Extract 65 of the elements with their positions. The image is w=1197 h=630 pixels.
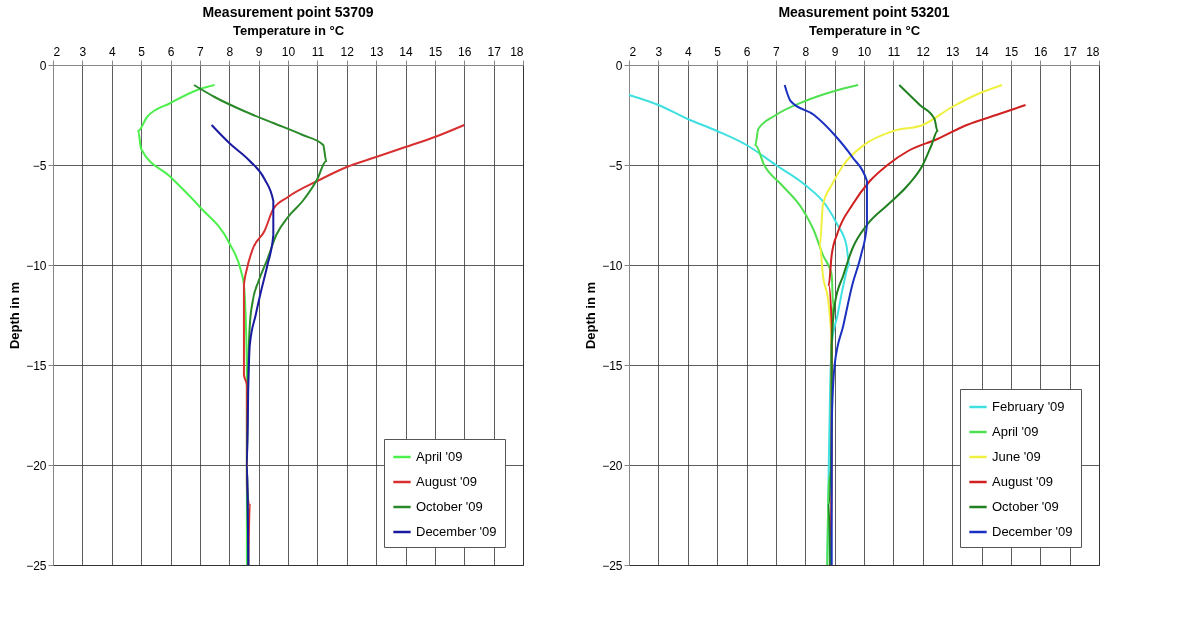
x-tick-label: 17 <box>487 44 502 59</box>
x-tick-label: 11 <box>887 44 901 59</box>
legend-label: August '09 <box>992 474 1054 489</box>
legend-label: October '09 <box>992 499 1059 514</box>
x-tick-label: 16 <box>458 44 472 59</box>
line-series <box>210 124 275 566</box>
x-tick-label: 16 <box>1034 44 1048 59</box>
x-tick-label: 2 <box>629 44 637 59</box>
y-tick-label: 0 <box>615 58 623 73</box>
x-axis-title: Temperature in °C <box>232 22 345 38</box>
legend-label: April '09 <box>992 424 1039 439</box>
x-tick-label: 12 <box>340 44 355 59</box>
x-tick-label: 13 <box>369 44 384 59</box>
x-tick-label: 14 <box>399 44 413 59</box>
x-tick-label: 15 <box>1004 44 1019 59</box>
x-tick-label: 3 <box>655 44 663 59</box>
line-series <box>783 84 868 566</box>
y-tick-label: −15 <box>602 358 623 373</box>
x-tick-label: 9 <box>255 44 263 59</box>
x-tick-label: 5 <box>138 44 146 59</box>
x-tick-label: 7 <box>773 44 781 59</box>
x-tick-label: 6 <box>167 44 175 59</box>
x-tick-label: 13 <box>945 44 960 59</box>
legend-label: December '09 <box>992 524 1073 539</box>
x-tick-label: 10 <box>281 44 296 59</box>
x-tick-label: 14 <box>975 44 989 59</box>
x-tick-label: 6 <box>743 44 751 59</box>
y-axis-title: Depth in m <box>7 281 23 350</box>
y-tick-label: −20 <box>26 458 47 473</box>
x-tick-label: 8 <box>802 44 810 59</box>
legend-label: June '09 <box>992 449 1041 464</box>
y-axis-title: Depth in m <box>583 281 599 350</box>
x-tick-label: 4 <box>108 44 116 59</box>
x-tick-label: 5 <box>714 44 722 59</box>
y-tick-label: 0 <box>39 58 47 73</box>
chart-title: Measurement point 53709 <box>202 4 374 20</box>
chart-title: Measurement point 53201 <box>778 4 950 20</box>
x-tick-label: 17 <box>1063 44 1078 59</box>
x-axis-title: Temperature in °C <box>808 22 921 38</box>
x-tick-label: 2 <box>53 44 61 59</box>
x-tick-label: 18 <box>1086 44 1100 59</box>
x-tick-label: 9 <box>831 44 839 59</box>
x-tick-label: 10 <box>857 44 872 59</box>
legend-label: February '09 <box>992 399 1065 414</box>
y-tick-label: −5 <box>32 158 47 173</box>
x-tick-label: 4 <box>684 44 692 59</box>
legend-label: April '09 <box>416 449 463 464</box>
y-tick-label: −20 <box>602 458 623 473</box>
legend-label: October '09 <box>416 499 483 514</box>
y-tick-label: −10 <box>26 258 47 273</box>
x-tick-label: 7 <box>197 44 205 59</box>
line-series <box>827 84 939 566</box>
x-tick-label: 3 <box>79 44 87 59</box>
x-tick-label: 18 <box>510 44 524 59</box>
legend-label: December '09 <box>416 524 497 539</box>
y-tick-label: −25 <box>26 558 47 573</box>
y-tick-label: −25 <box>602 558 623 573</box>
x-tick-label: 8 <box>226 44 234 59</box>
x-tick-label: 12 <box>916 44 931 59</box>
x-tick-label: 11 <box>311 44 325 59</box>
y-tick-label: −10 <box>602 258 623 273</box>
y-tick-label: −15 <box>26 358 47 373</box>
x-tick-label: 15 <box>428 44 443 59</box>
legend-label: August '09 <box>416 474 478 489</box>
y-tick-label: −5 <box>608 158 623 173</box>
